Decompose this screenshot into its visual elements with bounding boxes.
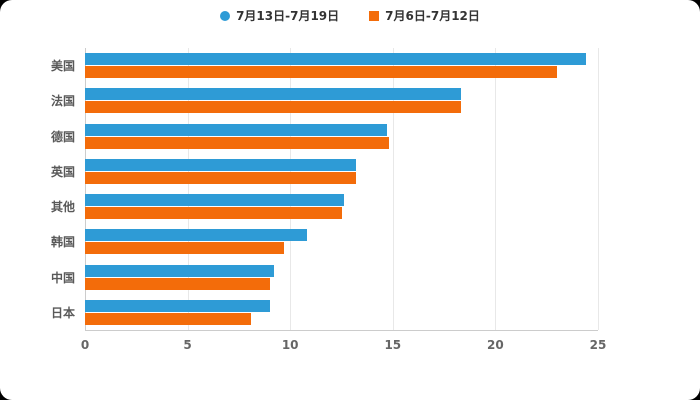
bar-series-1: [85, 312, 252, 325]
plot-area: 0 5 10 15 20 25 美国法国德国英国其他韩国中国日本: [51, 48, 606, 352]
legend-label: 7月13日-7月19日: [236, 9, 340, 23]
legend-marker-square-icon: [369, 10, 380, 21]
bar-series-1: [85, 66, 557, 79]
x-tick-label: 15: [384, 338, 402, 352]
category-label: 德国: [50, 129, 75, 144]
bar-series-1: [85, 171, 356, 184]
legend-label: 7月6日-7月12日: [385, 9, 480, 23]
bar-series-0: [85, 229, 307, 242]
bar-group-7: 日本: [51, 295, 598, 330]
category-label: 其他: [50, 200, 75, 215]
bar-series-0: [85, 264, 274, 277]
gridline-20: [495, 48, 497, 330]
bar-group-5: 韩国: [51, 224, 598, 259]
category-label: 英国: [50, 164, 75, 179]
bar-group-1: 法国: [51, 83, 598, 118]
bar-series-0: [85, 53, 586, 66]
legend-marker-circle-icon: [220, 10, 231, 21]
gridline-5: [187, 48, 189, 330]
bar-series-1: [85, 136, 389, 149]
gridline-10: [290, 48, 292, 330]
x-tick-label: 25: [589, 338, 607, 352]
gridline-15: [392, 48, 394, 330]
bar-series-1: [85, 242, 285, 255]
bar-series-0: [85, 299, 270, 312]
legend-item-1[interactable]: 7月6日-7月12日: [369, 7, 480, 24]
bar-series-0: [85, 123, 387, 136]
bar-series-1: [85, 207, 342, 220]
bar-series-1: [85, 277, 270, 290]
x-tick-label: 5: [183, 338, 192, 352]
bar-group-4: 其他: [51, 189, 598, 224]
bar-group-6: 中国: [51, 260, 598, 295]
chart-legend: 7月13日-7月19日 7月6日-7月12日: [0, 7, 700, 24]
bar-series-0: [85, 158, 356, 171]
category-label: 美国: [50, 59, 75, 74]
bar-group-0: 美国: [51, 48, 598, 83]
y-axis-line: [85, 48, 86, 330]
bar-series-0: [85, 88, 461, 101]
bar-series-0: [85, 194, 344, 207]
x-tick-label: 20: [487, 338, 504, 352]
x-tick-label: 0: [80, 338, 90, 352]
category-label: 日本: [50, 305, 75, 320]
legend-item-0[interactable]: 7月13日-7月19日: [220, 7, 339, 24]
category-label: 韩国: [50, 235, 75, 250]
gridline-25: [598, 48, 599, 330]
category-label: 法国: [50, 94, 75, 109]
category-label: 中国: [50, 270, 75, 285]
bar-series-1: [85, 101, 461, 114]
bar-group-3: 英国: [51, 154, 598, 189]
bar-group-2: 德国: [51, 119, 598, 154]
x-tick-label: 10: [281, 338, 299, 352]
